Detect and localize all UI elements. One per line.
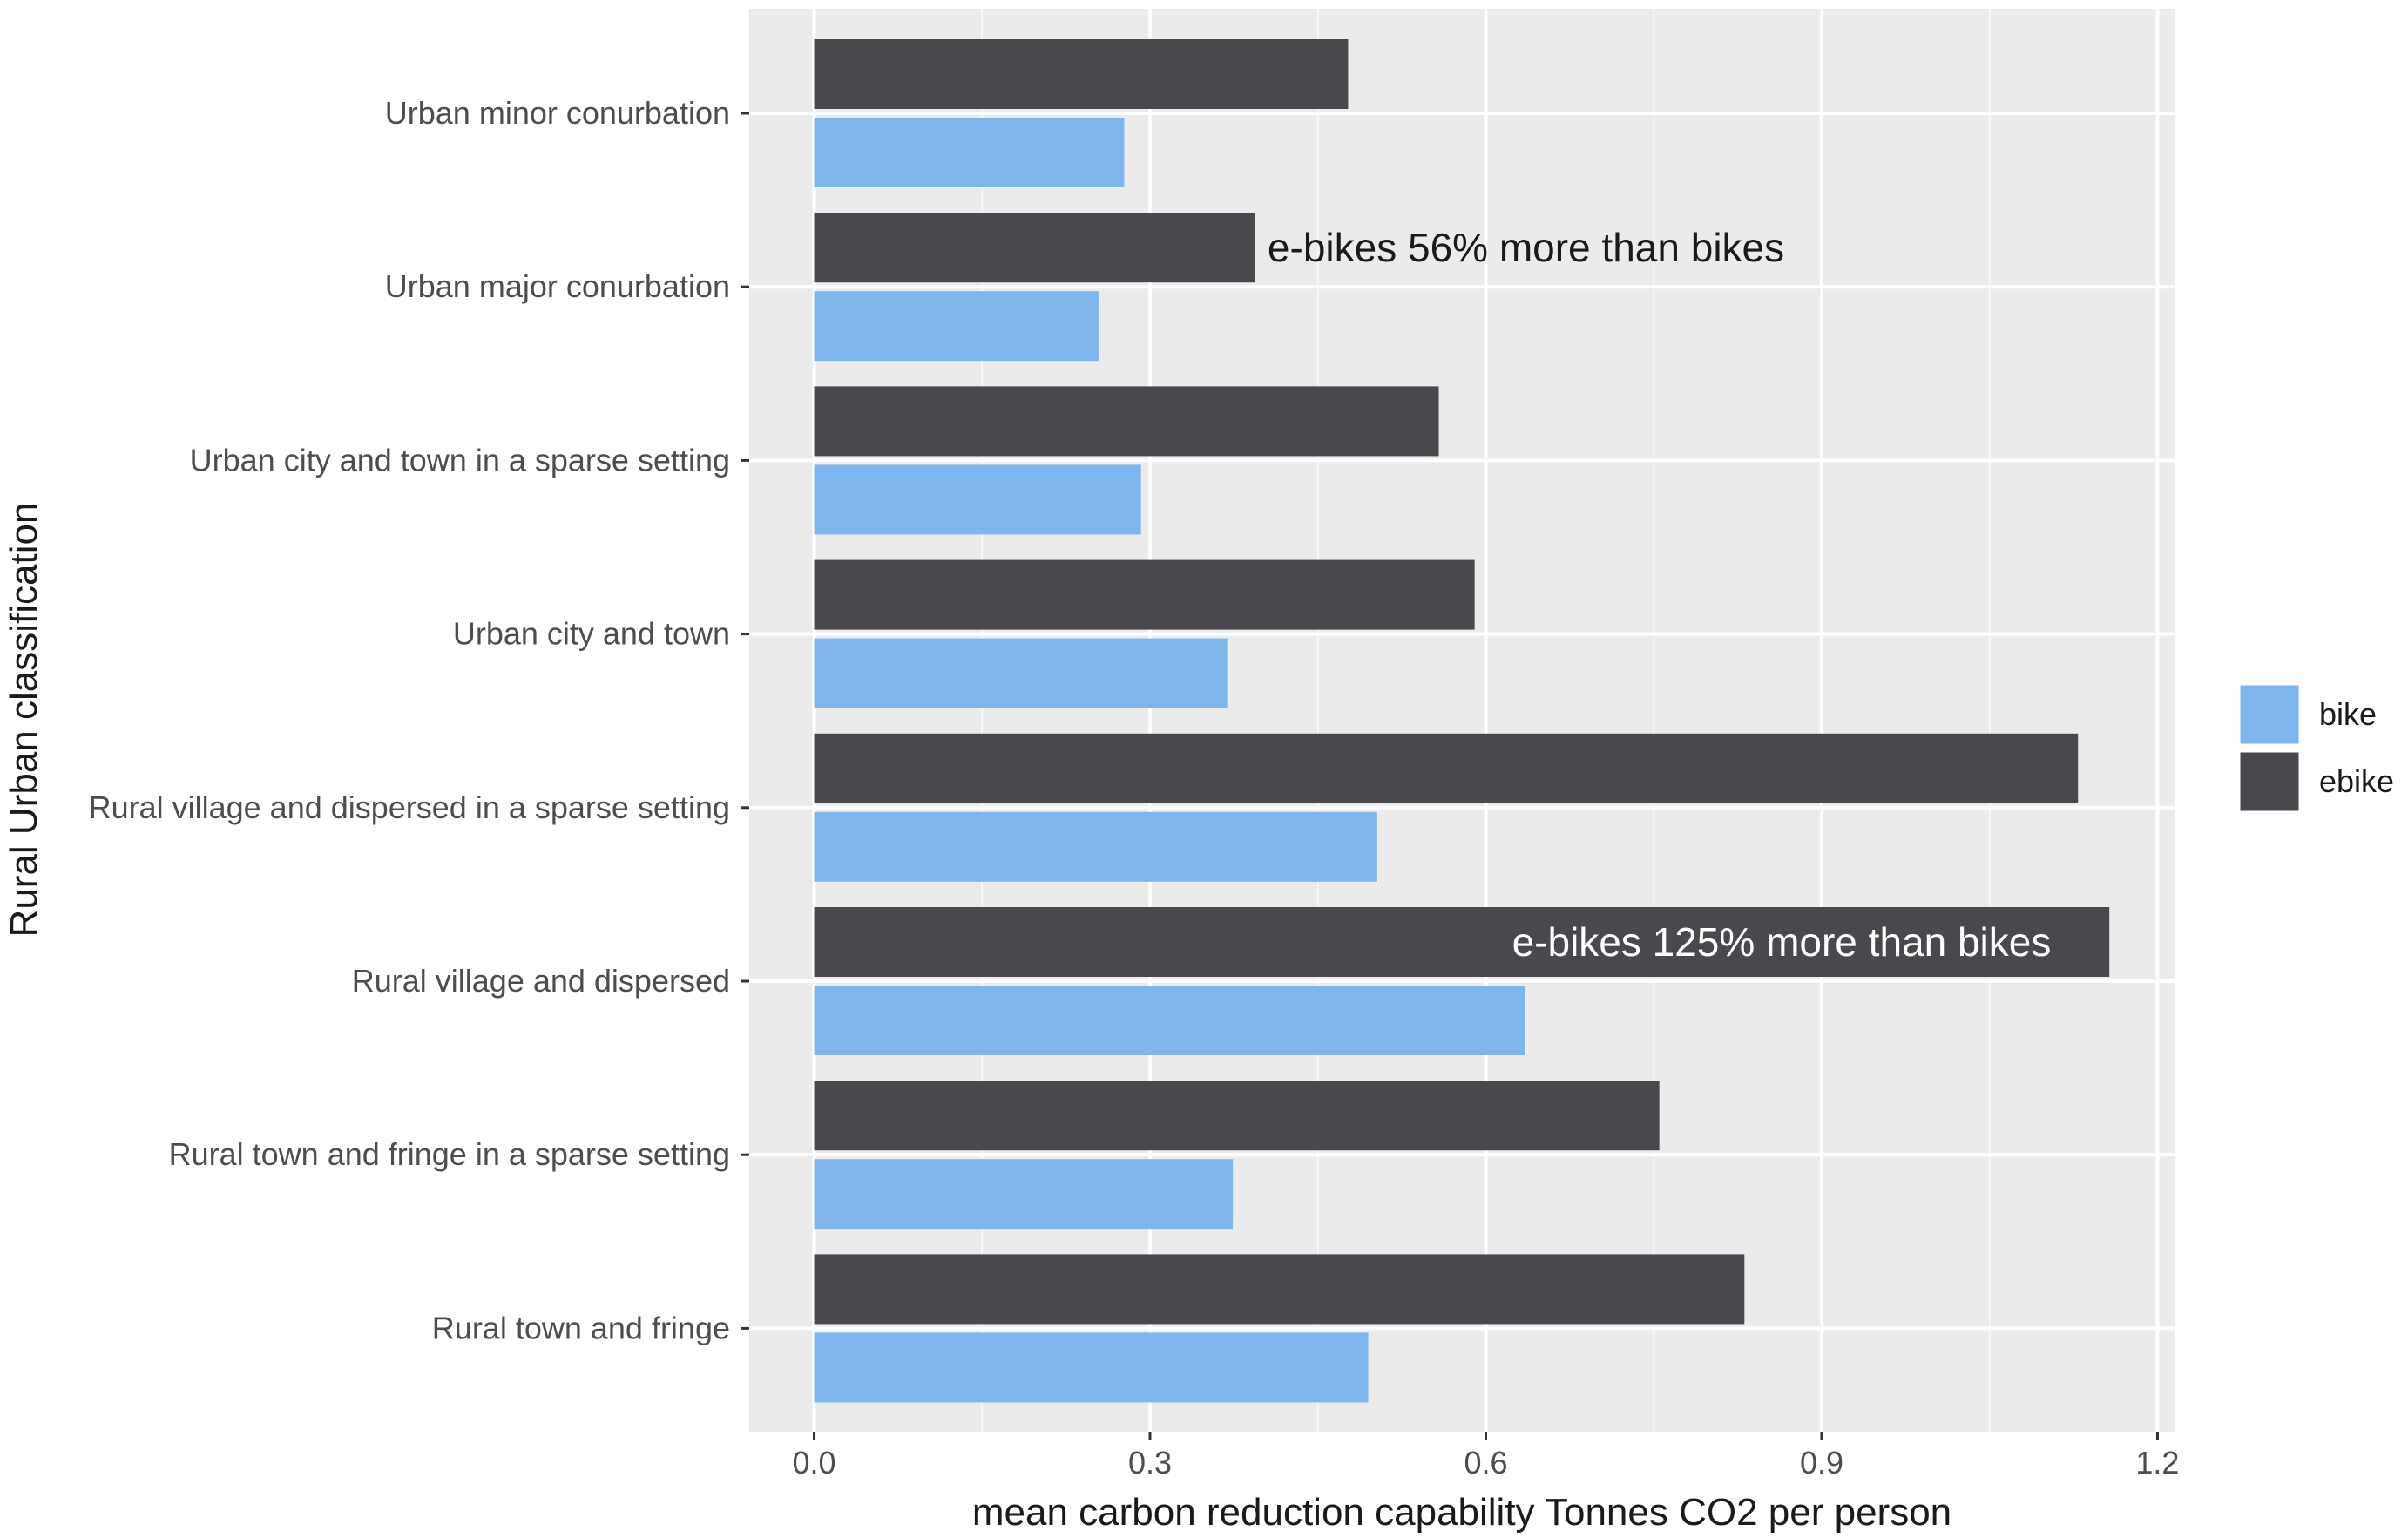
x-axis: 0.0 0.3 0.6 0.9 1.2 — [793, 1432, 2179, 1480]
x-tick-label: 0.3 — [1128, 1445, 1172, 1480]
bar-ebike-5 — [814, 733, 2079, 803]
bar-ebike-8 — [814, 1254, 1745, 1325]
major-gridlines — [749, 9, 2175, 1432]
x-tick-label: 0.9 — [1800, 1445, 1843, 1480]
x-tick-label: 0.0 — [793, 1445, 836, 1480]
bar-ebike-1 — [814, 39, 1349, 109]
y-tick-label: Rural village and dispersed in a sparse … — [89, 789, 730, 825]
legend: bike ebike — [2237, 682, 2394, 814]
annotations-group: e-bikes 56% more than bikes e-bikes 125% … — [1268, 225, 2051, 965]
bar-bike-1 — [814, 118, 1125, 187]
y-tick-label: Urban city and town in a sparse setting — [190, 442, 730, 478]
y-tick-label: Rural town and fringe in a sparse settin… — [169, 1136, 730, 1172]
bar-ebike-6 — [814, 907, 2110, 977]
bar-ebike-3 — [814, 386, 1439, 457]
bar-ebike-4 — [814, 559, 1475, 630]
legend-label-ebike: ebike — [2319, 763, 2394, 799]
y-tick-label: Urban city and town — [453, 616, 730, 652]
y-tick-label: Rural town and fringe — [432, 1310, 730, 1345]
x-tick-label: 1.2 — [2135, 1445, 2179, 1480]
legend-key-bike — [2237, 682, 2302, 747]
x-tick-label: 0.6 — [1464, 1445, 1507, 1480]
bar-ebike-7 — [814, 1081, 1660, 1151]
annotation-label: e-bikes 56% more than bikes — [1268, 225, 1784, 270]
y-axis: Urban minor conurbation Urban major conur… — [89, 95, 749, 1345]
legend-label-bike: bike — [2319, 696, 2377, 732]
bars-group — [814, 39, 2110, 1403]
legend-key-ebike — [2237, 749, 2302, 814]
x-axis-title: mean carbon reduction capability Tonnes … — [972, 1491, 1951, 1534]
bar-bike-8 — [814, 1332, 1369, 1403]
bar-bike-6 — [814, 986, 1525, 1055]
bar-bike-7 — [814, 1159, 1234, 1230]
y-tick-label: Rural village and dispersed — [352, 963, 730, 999]
y-axis-title: Rural Urban classification — [3, 503, 45, 938]
bar-bike-3 — [814, 464, 1141, 535]
bar-bike-5 — [814, 811, 1377, 882]
y-tick-label: Urban minor conurbation — [385, 95, 730, 131]
bar-ebike-2 — [814, 213, 1255, 283]
bar-bike-4 — [814, 638, 1228, 708]
annotation-label: e-bikes 125% more than bikes — [1512, 919, 2052, 965]
y-tick-label: Urban major conurbation — [385, 268, 730, 304]
bar-bike-2 — [814, 291, 1099, 362]
